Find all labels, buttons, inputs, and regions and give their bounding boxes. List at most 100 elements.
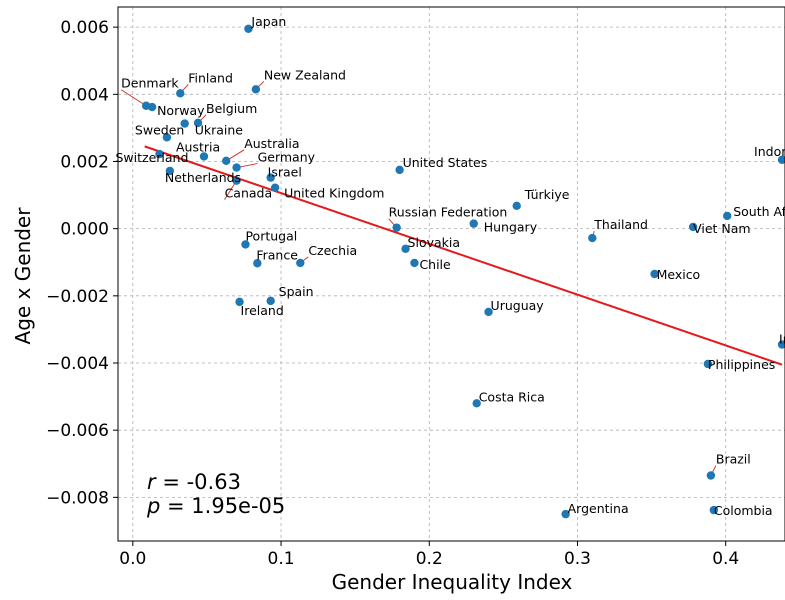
point-label: Portugal	[245, 228, 297, 243]
data-point	[401, 244, 410, 254]
point-label: Germany	[258, 150, 316, 165]
point-label: Brazil	[716, 452, 751, 467]
point-label: Uruguay	[491, 298, 545, 313]
data-point	[722, 211, 732, 221]
point-labels: Japan Finland New Zealand Denmark Norway Belg…	[116, 14, 785, 518]
y-tick-label: −0.004	[46, 354, 109, 374]
y-tick-label: 0.000	[60, 220, 109, 240]
point-label: Czechia	[308, 243, 357, 258]
x-axis-label: Gender Inequality Index	[332, 570, 573, 594]
data-point	[147, 102, 157, 112]
point-label: Norway	[157, 103, 205, 118]
point-label: Indonesia	[754, 144, 785, 159]
data-point	[180, 119, 189, 128]
data-point	[199, 152, 209, 161]
point-label: Australia	[244, 136, 299, 151]
data-point	[296, 258, 305, 268]
point-label: Austria	[176, 139, 220, 154]
data-point	[270, 183, 280, 192]
point-label: New Zealand	[264, 67, 346, 82]
point-label: Netherlands	[165, 170, 241, 185]
data-point	[392, 223, 401, 232]
data-point	[472, 399, 481, 408]
data-point	[484, 307, 493, 317]
stat-r: r = -0.63	[147, 470, 241, 494]
data-point	[512, 201, 521, 211]
data-point	[176, 89, 185, 98]
point-label: South Africa	[733, 204, 785, 219]
point-label: Russian Federation	[389, 205, 508, 220]
data-point	[232, 163, 241, 172]
data-point	[395, 165, 404, 175]
point-label: Slovakia	[408, 235, 460, 250]
x-tick-label: 0.4	[712, 549, 739, 569]
y-tick-label: −0.008	[46, 488, 109, 508]
point-label: France	[256, 247, 298, 262]
point-label: Finland	[188, 70, 233, 85]
label-leader-line	[120, 89, 147, 107]
x-tick-label: 0.1	[268, 549, 295, 569]
data-point	[244, 24, 253, 34]
y-tick-label: 0.002	[60, 152, 109, 172]
point-label: Spain	[279, 284, 314, 299]
x-tick-label: 0.3	[564, 549, 591, 569]
y-tick-label: 0.004	[60, 85, 109, 105]
data-point	[266, 173, 275, 182]
data-point	[222, 156, 231, 166]
data-point	[410, 258, 419, 268]
point-label: United States	[403, 155, 488, 170]
point-label: Chile	[419, 257, 451, 272]
point-label: Ukraine	[195, 123, 244, 138]
point-label: Viet Nam	[693, 221, 751, 236]
data-point	[162, 133, 172, 142]
y-tick-label: −0.002	[46, 287, 109, 307]
data-point	[650, 269, 659, 279]
point-label: Sweden	[135, 122, 184, 137]
axes: 0.0 0.1 0.2 0.3 0.4 0.006 0.004 0.002 0.000 −0.00…	[46, 6, 785, 569]
data-point	[588, 233, 597, 243]
data-point	[235, 297, 244, 307]
data-point	[251, 85, 261, 94]
regression-line-layer	[144, 145, 783, 366]
plot-frame	[117, 6, 785, 542]
data-point	[777, 340, 785, 349]
data-point	[469, 219, 478, 228]
point-label: Ireland	[241, 303, 284, 318]
point-label: Costa Rica	[479, 389, 545, 404]
point-label: United Kingdom	[284, 186, 384, 201]
point-label: Japan	[250, 14, 286, 29]
point-label: Denmark	[121, 76, 179, 91]
point-label: Belgium	[206, 101, 257, 116]
data-point	[232, 176, 241, 185]
y-tick-label: −0.006	[46, 421, 109, 441]
point-label: Switzerland	[116, 150, 189, 165]
point-label: India	[779, 332, 785, 347]
y-tick-label: 0.006	[60, 18, 109, 38]
points	[141, 24, 785, 519]
point-label: Mexico	[657, 267, 701, 282]
x-tick-label: 0.0	[119, 549, 146, 569]
point-label: Colombia	[714, 503, 773, 518]
y-axis-label: Age x Gender	[11, 207, 35, 345]
data-point	[165, 166, 175, 176]
data-point	[777, 155, 785, 165]
data-point	[706, 471, 716, 480]
data-point	[241, 240, 250, 249]
data-point	[253, 259, 262, 268]
data-point	[266, 296, 275, 306]
point-label: Argentina	[568, 501, 629, 516]
point-label: Canada	[225, 186, 273, 201]
grid	[118, 7, 785, 541]
data-point	[155, 149, 164, 159]
point-label: Hungary	[484, 220, 538, 235]
stat-p: p = 1.95e-05	[146, 494, 285, 518]
data-point	[561, 509, 570, 519]
data-point	[709, 505, 719, 515]
point-label: Türkiye	[524, 187, 570, 202]
point-label: Philippines	[708, 357, 775, 372]
stats-annotation: r = -0.63 p = 1.95e-05	[146, 470, 285, 518]
regression-line	[144, 145, 783, 366]
point-label: Israel	[268, 165, 302, 180]
